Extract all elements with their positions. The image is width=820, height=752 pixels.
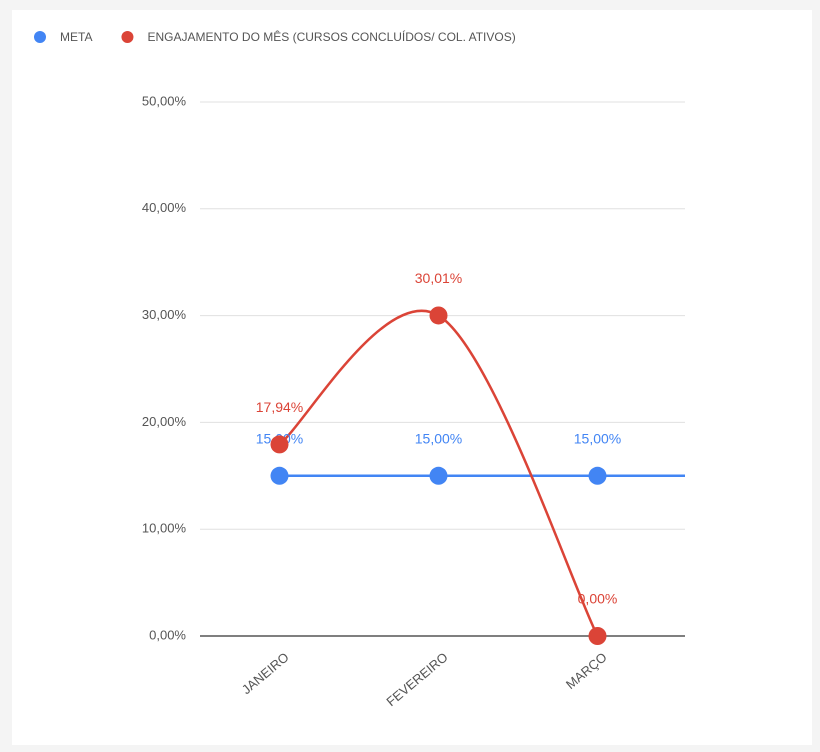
y-tick-label: 30,00% bbox=[142, 307, 187, 322]
data-point bbox=[270, 435, 289, 454]
data-point bbox=[588, 466, 607, 485]
data-label: 17,94% bbox=[256, 399, 303, 415]
data-point bbox=[270, 466, 289, 485]
legend-label: META bbox=[60, 30, 92, 44]
y-tick-label: 50,00% bbox=[142, 93, 187, 108]
data-point bbox=[588, 627, 607, 645]
data-point bbox=[429, 306, 448, 325]
data-label: 30,01% bbox=[415, 270, 462, 286]
data-label: 15,00% bbox=[415, 431, 462, 447]
legend-swatch bbox=[121, 31, 134, 43]
y-tick-label: 0,00% bbox=[149, 627, 186, 642]
legend-label: ENGAJAMENTO DO MÊS (CURSOS CONCLUÍDOS/ C… bbox=[147, 29, 515, 44]
y-tick-label: 10,00% bbox=[142, 521, 187, 536]
data-point bbox=[429, 466, 448, 485]
legend-swatch bbox=[34, 31, 46, 43]
data-label: 15,00% bbox=[574, 431, 621, 447]
y-tick-label: 40,00% bbox=[142, 200, 187, 215]
data-label: 0,00% bbox=[578, 591, 618, 607]
chart-background bbox=[12, 10, 812, 745]
y-tick-label: 20,00% bbox=[142, 414, 187, 429]
